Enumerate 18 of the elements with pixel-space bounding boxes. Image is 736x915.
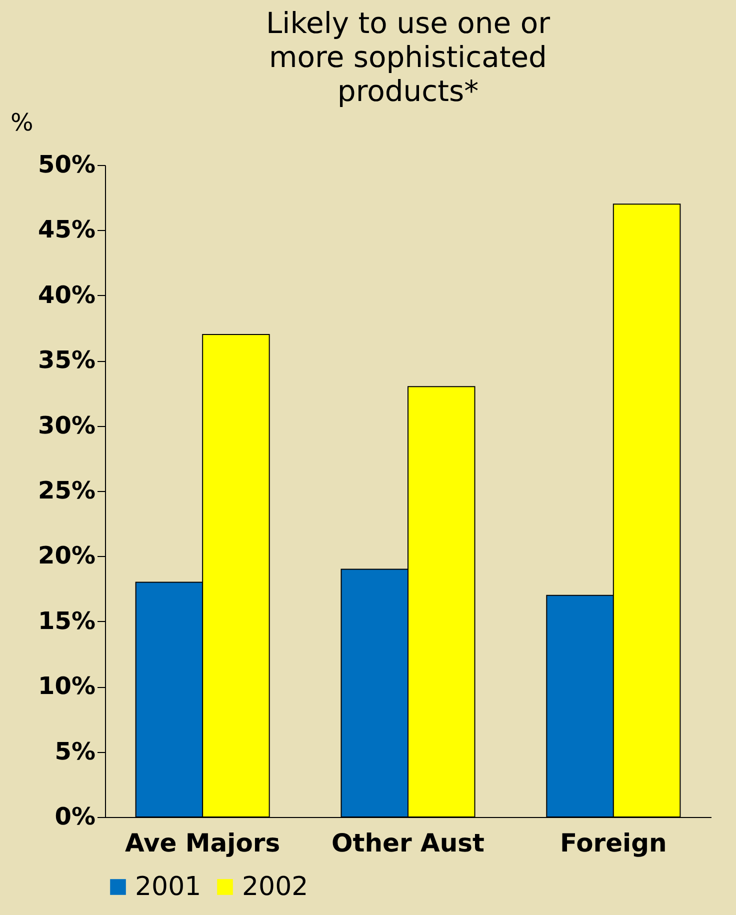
y-tick-label: 45% <box>38 216 96 244</box>
y-tick-label: 0% <box>54 802 96 830</box>
y-tick-label: 35% <box>38 346 96 374</box>
y-tick-label: 40% <box>38 280 96 309</box>
legend-label: 2002 <box>242 872 308 902</box>
chart-title: Likely to use one or more sophisticated products* <box>266 6 550 108</box>
y-tick-label: 10% <box>38 672 96 700</box>
y-axis-title: % <box>10 108 34 136</box>
y-tick-label: 5% <box>54 737 96 766</box>
y-tick-label: 50% <box>38 150 96 178</box>
y-tick-label: 15% <box>38 606 96 635</box>
legend-label: 2001 <box>135 872 202 902</box>
x-tick-label: Foreign <box>560 828 667 858</box>
x-tick-label: Other Aust <box>332 828 485 858</box>
y-tick-label: 20% <box>38 542 96 570</box>
y-tick-label: 30% <box>38 411 96 440</box>
y-tick-label: 25% <box>38 476 96 504</box>
x-tick-label: Ave Majors <box>125 828 280 858</box>
